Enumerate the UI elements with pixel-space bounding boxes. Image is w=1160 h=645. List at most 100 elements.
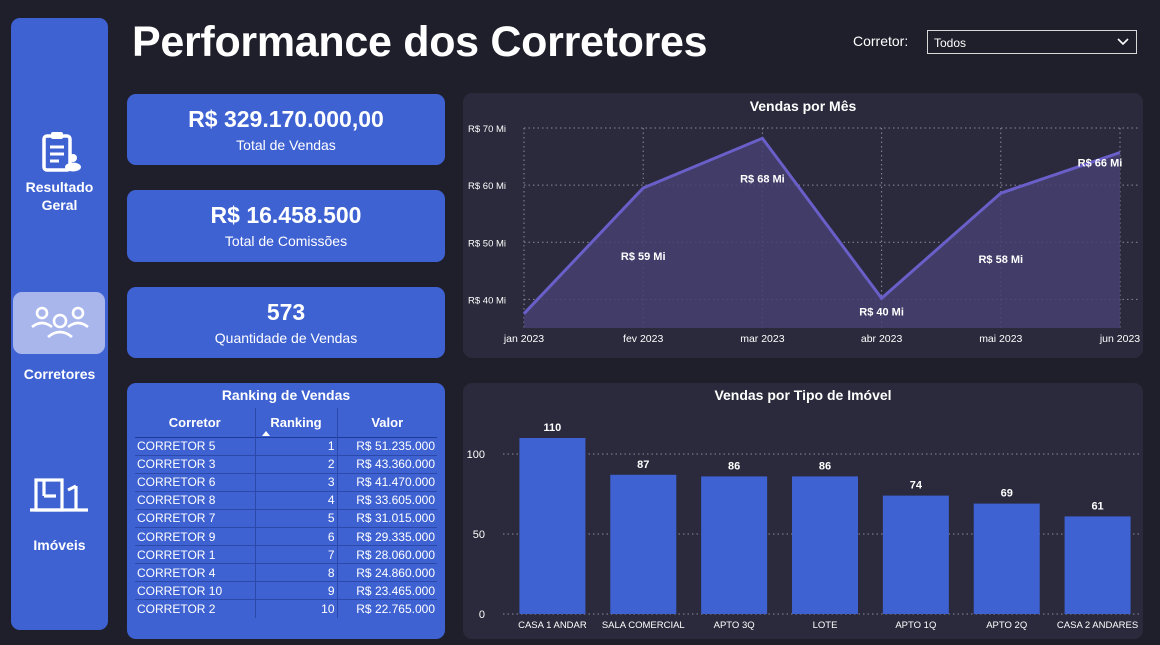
cell-ranking: 9 [254, 581, 337, 600]
sort-ascending-icon [261, 430, 270, 436]
cell-valor: R$ 43.360.000 [336, 454, 437, 474]
nav-item-corretores[interactable]: Corretores [11, 301, 108, 383]
cell-corretor: CORRETOR 8 [135, 490, 255, 510]
bar-value-label: 86 [728, 460, 740, 472]
x-tick-label: jun 2023 [1099, 333, 1140, 345]
vendas-por-mes-chart: R$ 40 Mi R$ 50 Mi R$ 60 Mi R$ 70 Mi jan 2023… [468, 124, 1140, 345]
clipboard-user-icon [41, 132, 81, 172]
cell-valor: R$ 22.765.000 [336, 599, 437, 618]
bar-value-label: 110 [544, 422, 562, 434]
cell-valor: R$ 31.015.000 [336, 508, 437, 528]
bar [519, 438, 586, 614]
x-tick-label: fev 2023 [623, 333, 663, 345]
column-header-corretor[interactable]: Corretor [168, 414, 221, 430]
y-tick-label: R$ 40 Mi [468, 295, 506, 306]
bar [973, 503, 1040, 614]
cell-valor: R$ 41.470.000 [336, 472, 437, 492]
cell-ranking: 2 [254, 454, 337, 474]
y-tick-label: 50 [473, 529, 485, 541]
page-title: Performance dos Corretores [132, 18, 708, 66]
nav-item-resultado-geral[interactable]: Resultado Geral [11, 130, 108, 214]
bar [610, 474, 677, 614]
kpi-total-comissoes: R$ 16.458.500 Total de Comissões [127, 190, 445, 262]
chevron-down-icon [1117, 38, 1129, 46]
table-row[interactable]: CORRETOR 10 9 R$ 23.465.000 [135, 581, 437, 600]
vendas-por-tipo-panel: Vendas por Tipo de Imóvel 0 50 100 110 CASA … [463, 383, 1143, 639]
nav-label-imoveis: Imóveis [33, 537, 86, 553]
y-tick-label: 100 [467, 449, 485, 461]
cell-corretor: CORRETOR 9 [135, 526, 255, 546]
y-tick-label: R$ 50 Mi [468, 238, 506, 249]
x-tick-label: APTO 3Q [714, 620, 755, 631]
cell-corretor: CORRETOR 3 [135, 454, 255, 474]
x-tick-label: APTO 1Q [895, 620, 936, 631]
bar [882, 495, 949, 614]
kpi-value: 573 [266, 299, 306, 325]
x-tick-label: mai 2023 [979, 333, 1022, 345]
cell-ranking: 4 [254, 490, 337, 510]
table-row[interactable]: CORRETOR 4 8 R$ 24.860.000 [135, 563, 437, 582]
bar-value-label: 86 [819, 460, 831, 472]
x-tick-label: LOTE [813, 620, 838, 631]
table-row[interactable]: CORRETOR 6 3 R$ 41.470.000 [135, 472, 437, 492]
cell-ranking: 3 [254, 472, 337, 492]
cell-valor: R$ 23.465.000 [336, 581, 437, 600]
people-group-icon [30, 306, 89, 339]
cell-corretor: CORRETOR 7 [135, 508, 255, 528]
y-tick-label: 0 [479, 609, 485, 621]
table-row[interactable]: CORRETOR 5 1 R$ 51.235.000 [135, 436, 437, 456]
table-row[interactable]: CORRETOR 8 4 R$ 33.605.000 [135, 490, 437, 510]
kpi-total-vendas: R$ 329.170.000,00 Total de Vendas [127, 94, 445, 165]
ranking-table-panel: Ranking de Vendas Corretor Ranking Valor… [127, 383, 445, 639]
cell-ranking: 1 [254, 436, 337, 456]
kpi-value: R$ 329.170.000,00 [188, 106, 384, 132]
nav-item-imoveis[interactable]: Imóveis [11, 474, 108, 554]
data-label: R$ 40 Mi [859, 306, 904, 318]
area-fill [524, 138, 1120, 328]
cell-corretor: CORRETOR 6 [135, 472, 255, 492]
series-line [522, 136, 1121, 315]
table-row[interactable]: CORRETOR 9 6 R$ 29.335.000 [135, 526, 437, 546]
column-header-ranking[interactable]: Ranking [254, 408, 337, 437]
table-row[interactable]: CORRETOR 2 10 R$ 22.765.000 [135, 599, 437, 618]
cell-corretor: CORRETOR 4 [135, 563, 255, 582]
ranking-title: Ranking de Vendas [221, 387, 351, 403]
bar-value-label: 74 [910, 480, 923, 492]
column-header-valor[interactable]: Valor [336, 408, 437, 437]
kpi-value: R$ 16.458.500 [210, 202, 362, 228]
kpi-label: Quantidade de Vendas [214, 330, 358, 346]
bar [1064, 516, 1131, 614]
vendas-por-tipo-chart: 0 50 100 110 CASA 1 ANDAR 87 SALA COMERCIAL 86 A… [467, 422, 1139, 631]
y-tick-label: R$ 70 Mi [468, 124, 506, 135]
x-tick-label: jan 2023 [503, 333, 544, 345]
bar [701, 476, 768, 614]
data-label: R$ 66 Mi [1078, 158, 1123, 170]
x-tick-label: mar 2023 [740, 333, 785, 345]
bar-value-label: 69 [1001, 488, 1013, 500]
cell-valor: R$ 28.060.000 [336, 545, 437, 564]
corretor-filter-dropdown[interactable]: Todos [927, 30, 1137, 54]
kpi-label: Total de Comissões [224, 233, 348, 249]
nav-label-resultado: Resultado [25, 179, 94, 195]
cell-corretor: CORRETOR 1 [135, 545, 255, 564]
bar [792, 476, 858, 614]
cell-corretor: CORRETOR 10 [135, 581, 255, 600]
cell-valor: R$ 29.335.000 [336, 526, 437, 546]
data-label: R$ 68 Mi [740, 173, 785, 185]
column-header-ranking-label: Ranking [270, 414, 322, 430]
kpi-label: Total de Vendas [236, 137, 336, 153]
filter-label: Corretor: [853, 33, 909, 49]
table-row[interactable]: CORRETOR 7 5 R$ 31.015.000 [135, 508, 437, 528]
y-tick-label: R$ 60 Mi [468, 181, 506, 192]
sidebar: Resultado Geral Corretores [11, 18, 108, 630]
bar-value-label: 61 [1091, 500, 1103, 512]
table-row[interactable]: CORRETOR 1 7 R$ 28.060.000 [135, 545, 437, 564]
bar-value-label: 87 [637, 459, 649, 471]
cell-valor: R$ 24.860.000 [336, 563, 437, 582]
table-row[interactable]: CORRETOR 3 2 R$ 43.360.000 [135, 454, 437, 474]
filter-selected-value: Todos [934, 36, 967, 50]
ranking-table: Corretor Ranking Valor CORRETOR 5 1 R$ 51.… [135, 408, 437, 618]
nav-active-highlight [13, 292, 105, 354]
cell-ranking: 6 [254, 526, 337, 546]
cell-ranking: 8 [254, 563, 337, 582]
